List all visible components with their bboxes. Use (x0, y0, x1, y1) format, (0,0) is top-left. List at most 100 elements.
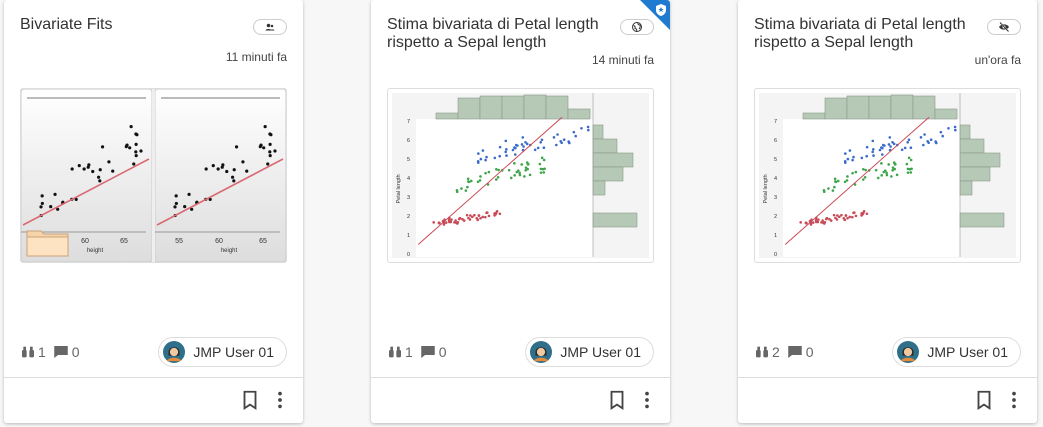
scatter-dot (91, 169, 95, 174)
scatter-dot (511, 148, 515, 152)
scatter-dot (174, 194, 178, 198)
scatter-dot (828, 217, 831, 221)
scatter-dot (96, 175, 101, 179)
user-chip[interactable]: JMP User 01 (158, 337, 287, 367)
scatter-dot (851, 158, 854, 162)
thumbnail[interactable]: 0 1 2 3 4 5 6 7 Petal length (387, 88, 654, 263)
scatter-dot (895, 173, 899, 177)
scatter-dot (466, 177, 470, 181)
histogram-bar (592, 138, 618, 154)
thumbnail[interactable]: 60 65 height 55 60 65 height (20, 88, 287, 263)
scatter-dot (906, 167, 910, 171)
card-title: Bivariate Fits (20, 16, 113, 33)
scatter-dot (871, 150, 874, 154)
timestamp: un'ora fa (974, 53, 1021, 67)
more-button[interactable] (269, 389, 291, 411)
scatter-dot (470, 215, 474, 219)
scatter-dot (268, 150, 272, 154)
scatter-dot (498, 154, 502, 158)
comments-icon (788, 346, 802, 358)
user-chip[interactable]: JMP User 01 (892, 337, 1021, 367)
scatter-dot (837, 215, 841, 219)
visibility-chip (253, 19, 287, 35)
scatter-dot (834, 216, 837, 220)
scatter-dot (74, 197, 78, 201)
scatter-dot (843, 161, 847, 164)
scatter-dot (861, 178, 865, 181)
thumbnail[interactable]: 0 1 2 3 4 5 6 7 Petal length (754, 88, 1021, 263)
scatter-dot (863, 175, 867, 179)
thumbnail-panel: 55 60 65 height (155, 89, 286, 262)
y-tick-label: 1 (774, 233, 777, 239)
scatter-dot (552, 136, 556, 139)
scatter-dot (829, 219, 833, 222)
scatter-dot (524, 169, 527, 172)
scatter-dot (567, 140, 570, 143)
card[interactable]: Bivariate Fits 11 minuti fa 60 65 height 55 60… (4, 0, 303, 423)
card[interactable]: Stima bivariata di Petal length rispetto… (738, 0, 1037, 423)
scatter-dot (906, 140, 909, 144)
scatter-dot (525, 142, 529, 146)
scatter-dot (473, 213, 476, 217)
scatter-dot (527, 162, 530, 166)
scatter-dot (521, 136, 525, 139)
scatter-dot (454, 219, 457, 222)
scatter-dot (183, 205, 187, 209)
scatter-dot (204, 167, 208, 171)
y-tick-label: 2 (774, 214, 777, 220)
scatter-dot (273, 149, 277, 153)
scatter-dot (836, 214, 839, 217)
scatter-dot (843, 180, 847, 184)
scatter-dot (934, 140, 937, 143)
scatter-dot (475, 216, 479, 220)
x-tick-label: 65 (120, 238, 128, 245)
scatter-dot (258, 145, 262, 149)
comments-icon (54, 346, 68, 358)
scatter-dot (833, 185, 836, 189)
scatter-dot (939, 130, 943, 134)
scatter-dot (887, 163, 891, 166)
scatter-dot (888, 136, 892, 139)
scatter-dot (505, 148, 508, 151)
scatter-dot (871, 139, 875, 143)
y-tick-label: 3 (774, 195, 777, 201)
scatter-dot (268, 132, 272, 136)
scatter-dot (533, 148, 537, 152)
scatter-dot (882, 170, 886, 174)
divider (4, 377, 303, 378)
scatter-dot (831, 189, 835, 192)
bookmark-button[interactable] (239, 389, 261, 411)
scatter-dot (484, 215, 487, 219)
scatter-dot (887, 143, 891, 146)
y-axis-label: Petal length (763, 174, 769, 203)
scatter-dot (885, 171, 888, 175)
scatter-dot (907, 138, 911, 142)
scatter-dot (467, 180, 471, 184)
scatter-dot (947, 126, 950, 130)
more-button[interactable] (1003, 389, 1025, 411)
histogram-bar (959, 212, 1005, 228)
scatter-dot (232, 168, 236, 172)
scatter-dot (479, 157, 483, 161)
bookmark-button[interactable] (973, 389, 995, 411)
bookmark-button[interactable] (606, 389, 628, 411)
timestamp: 11 minuti fa (225, 50, 287, 64)
scatter-dot (187, 192, 191, 196)
scatter-dot (464, 189, 468, 192)
scatter-dot (245, 169, 249, 173)
scatter-dot (929, 138, 933, 142)
scatter-dot (132, 162, 136, 166)
user-chip[interactable]: JMP User 01 (525, 337, 654, 367)
histogram-bar (959, 180, 973, 196)
scatter-dot (518, 173, 522, 177)
scatter-dot (232, 179, 236, 183)
histogram-bar (592, 152, 634, 168)
histogram-bar (592, 180, 606, 196)
scatter-dot (845, 179, 849, 182)
scatter-dot (844, 214, 848, 217)
thumbnail-chart: 0 1 2 3 4 5 6 7 Petal length (759, 93, 1016, 258)
card[interactable]: Stima bivariata di Petal length rispetto… (371, 0, 670, 423)
more-button[interactable] (636, 389, 658, 411)
scatter-dot (840, 213, 843, 217)
y-tick-label: 1 (407, 233, 410, 239)
